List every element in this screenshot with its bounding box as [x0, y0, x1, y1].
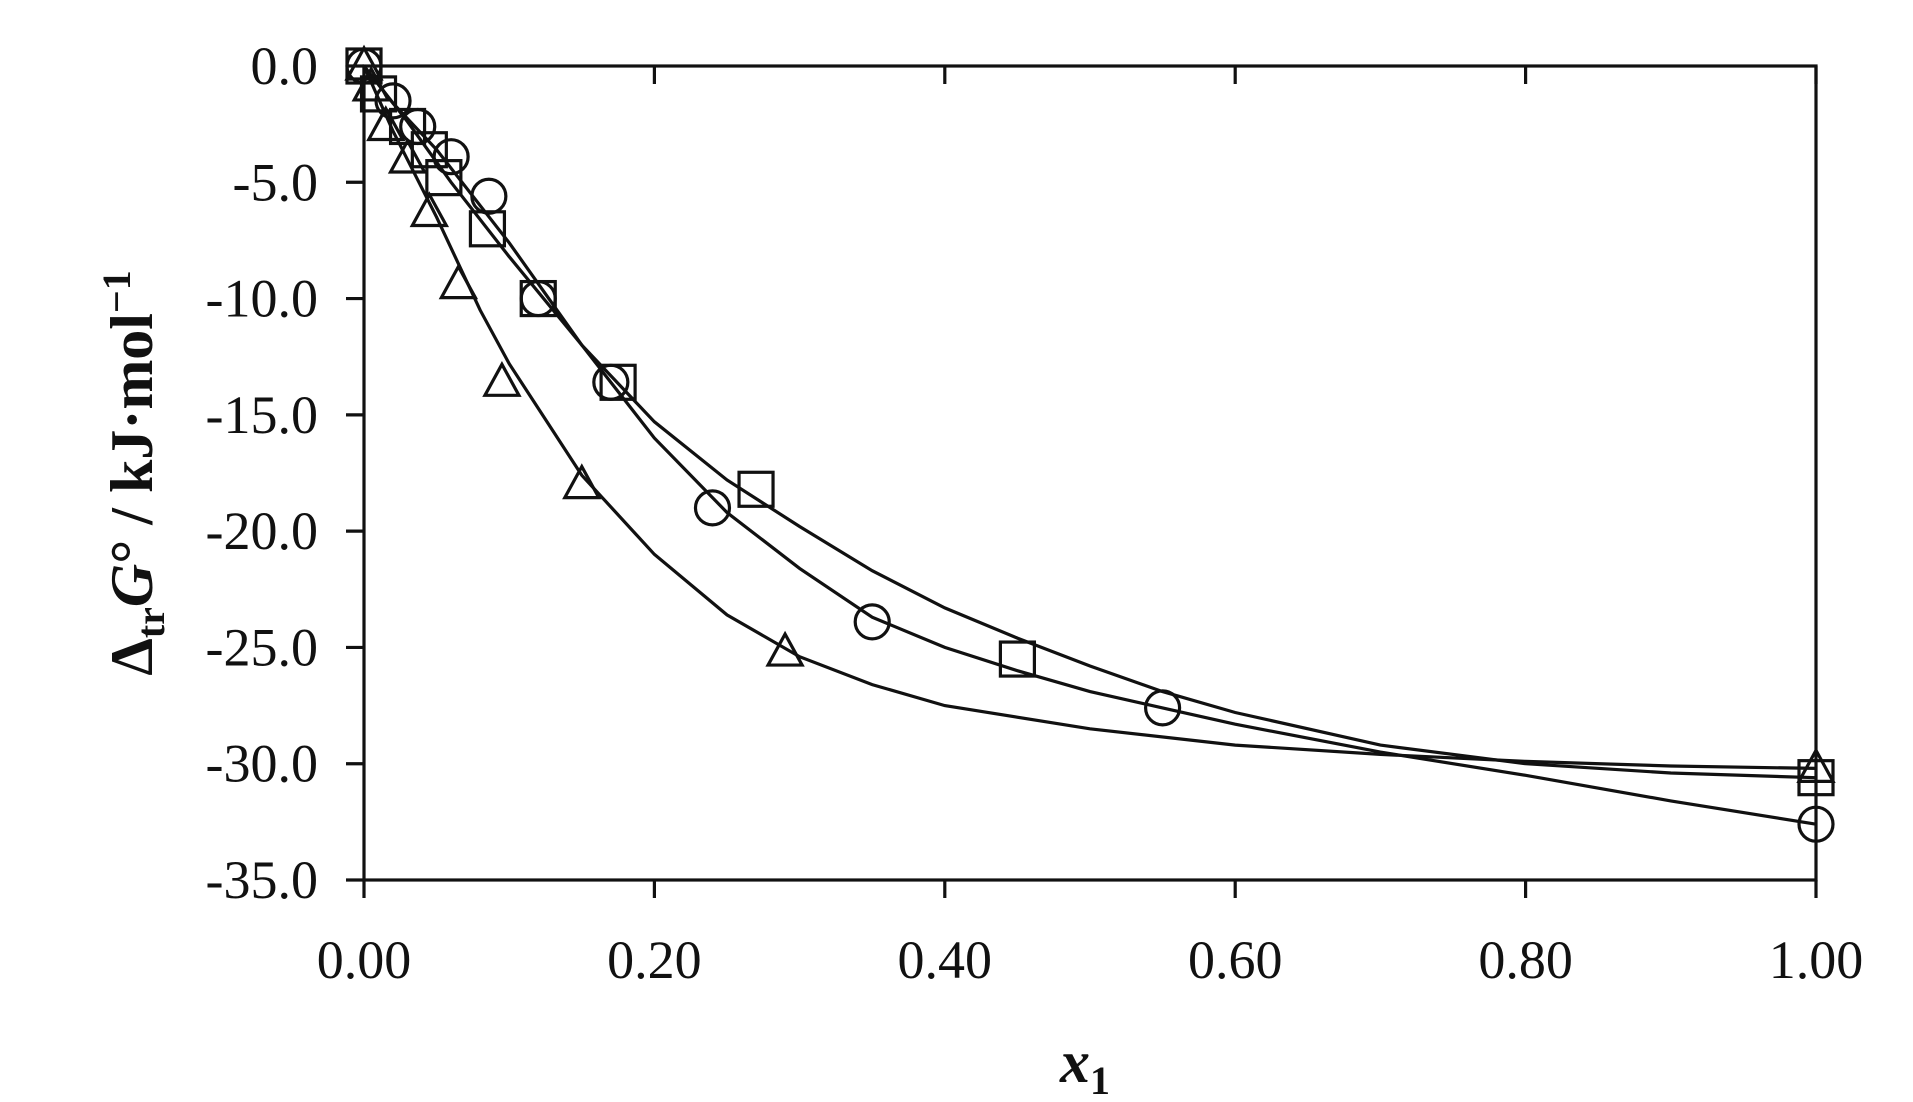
- circle-marker: [853, 603, 891, 641]
- fit-curves: [362, 65, 1817, 826]
- triangle-marker: [562, 463, 602, 500]
- circle-marker: [432, 138, 470, 176]
- triangle-marker: [409, 191, 450, 228]
- x-tick-label: 0.80: [1478, 930, 1573, 990]
- triangle-marker: [482, 360, 522, 397]
- square-marker: [599, 363, 637, 401]
- x-tick-labels: 0.00 0.20 0.40 0.60 0.80 1.00: [317, 930, 1864, 990]
- triangle-fit-curve: [362, 65, 1817, 770]
- data-markers: [344, 44, 1836, 843]
- y-axis-title: ΔtrG° / kJ·mol−1: [94, 270, 173, 676]
- circle-marker: [693, 489, 732, 527]
- triangle-marker: [366, 105, 406, 142]
- x-tick-label: 1.00: [1769, 930, 1864, 990]
- square-marker: [425, 159, 463, 197]
- square-marker: [468, 210, 507, 248]
- triangle-marker: [1796, 747, 1836, 783]
- square-marker: [519, 279, 557, 318]
- triangle-marker: [765, 630, 805, 667]
- plot-frame: [362, 64, 1818, 882]
- y-tick-label: -35.0: [206, 850, 318, 910]
- y-tick-label: -30.0: [206, 734, 318, 794]
- square-fit-curve: [362, 65, 1817, 780]
- square-marker: [998, 640, 1037, 678]
- y-tick-label: -25.0: [206, 617, 318, 677]
- y-tick-label: -15.0: [206, 385, 318, 445]
- triangle-marker: [351, 65, 391, 102]
- x-tick-label: 0.00: [317, 930, 412, 990]
- circle-marker: [470, 177, 508, 215]
- circle-marker: [1797, 805, 1835, 843]
- circle-marker: [1143, 689, 1182, 727]
- y-tick-labels: 0.0 -5.0 -10.0 -15.0 -20.0 -25.0 -30.0 -35.0: [206, 36, 318, 910]
- triangle-marker: [438, 263, 479, 300]
- square-marker: [737, 470, 775, 508]
- x-axis-title: x1: [1059, 1029, 1110, 1102]
- circle-fit-curve: [362, 65, 1817, 826]
- triangle-marker: [387, 137, 428, 174]
- x-tick-label: 0.40: [898, 930, 993, 990]
- y-tick-label: -10.0: [206, 269, 318, 329]
- y-tick-label: -20.0: [206, 501, 318, 561]
- x-tick-label: 0.60: [1188, 930, 1283, 990]
- x-tick-label: 0.20: [607, 930, 702, 990]
- y-tick-label: 0.0: [251, 36, 319, 96]
- y-tick-label: -5.0: [233, 152, 318, 212]
- square-marker: [1797, 759, 1835, 797]
- axis-ticks: [346, 64, 1818, 898]
